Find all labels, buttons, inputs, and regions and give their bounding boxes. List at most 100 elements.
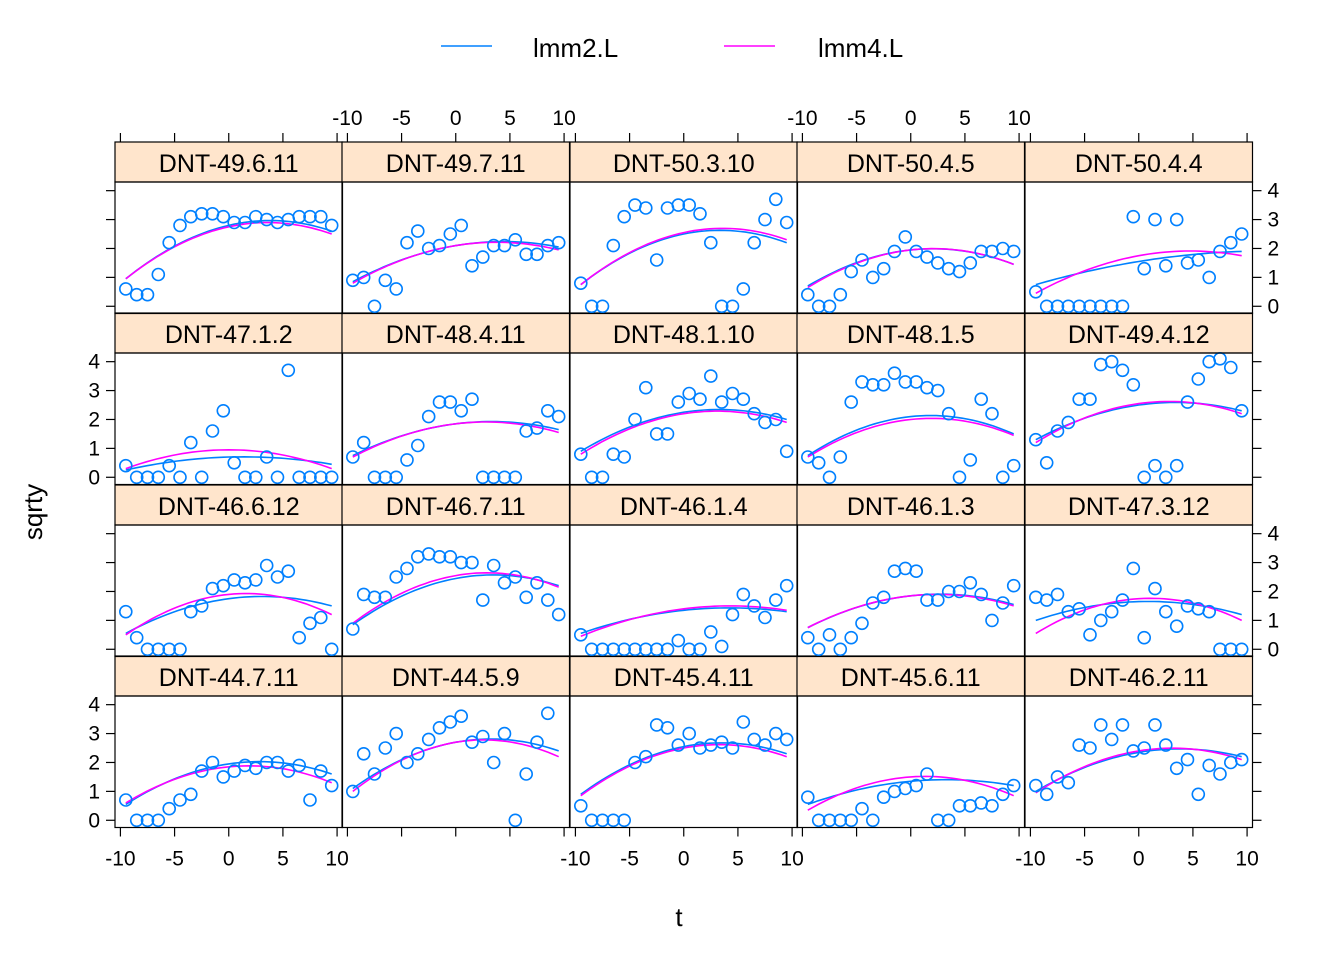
- panel-border: [796, 695, 1026, 829]
- legend-label: lmm4.L: [818, 33, 903, 63]
- data-point: [974, 244, 989, 259]
- y-tick-label: 0: [88, 466, 100, 489]
- data-point: [216, 578, 231, 593]
- data-point: [865, 596, 880, 610]
- data-point: [963, 256, 978, 270]
- data-point: [1006, 244, 1021, 259]
- fit-line-lmm2: [352, 420, 559, 457]
- data-point: [519, 247, 534, 262]
- fit-line-lmm2: [580, 742, 787, 795]
- fit-line-lmm4: [807, 775, 1015, 811]
- data-point: [389, 470, 404, 485]
- data-point: [1202, 270, 1216, 285]
- data-point: [595, 642, 610, 657]
- data-point: [259, 450, 274, 464]
- data-point: [216, 209, 231, 224]
- y-tick-label: 0: [1268, 295, 1280, 318]
- panel: DNT-44.5.9: [341, 655, 571, 829]
- data-point: [985, 798, 999, 813]
- y-tick-label: 4: [1268, 180, 1280, 203]
- data-point: [151, 267, 166, 282]
- data-point: [725, 741, 740, 755]
- data-point: [660, 642, 675, 657]
- data-point: [617, 209, 632, 224]
- data-point: [693, 392, 707, 407]
- x-tick-label: -10: [560, 848, 590, 871]
- data-point: [292, 758, 307, 773]
- data-point: [876, 261, 891, 276]
- fit-line-lmm2: [352, 574, 559, 626]
- panel-title: DNT-46.7.11: [386, 493, 526, 521]
- data-point: [389, 726, 404, 741]
- data-point: [844, 264, 859, 279]
- panel-title: DNT-46.6.12: [158, 493, 300, 521]
- data-point: [779, 215, 794, 230]
- panel-border: [341, 352, 571, 486]
- data-point: [205, 424, 220, 438]
- data-point: [508, 570, 523, 584]
- data-point: [985, 613, 999, 628]
- x-tick-label: -10: [787, 107, 817, 130]
- data-point: [595, 813, 610, 828]
- data-point: [356, 746, 371, 761]
- y-tick-label: 3: [1268, 552, 1280, 575]
- data-point: [1234, 752, 1249, 767]
- x-tick-label: 5: [732, 848, 744, 871]
- data-point: [811, 813, 826, 828]
- data-point: [1061, 299, 1076, 314]
- data-point: [249, 573, 263, 587]
- data-point: [367, 299, 382, 314]
- data-point: [410, 224, 425, 238]
- panel-title: DNT-46.1.3: [847, 493, 975, 521]
- data-point: [1159, 470, 1173, 485]
- data-point: [162, 458, 176, 473]
- data-point: [227, 215, 241, 230]
- data-point: [617, 813, 632, 828]
- x-tick-label: 10: [780, 848, 803, 871]
- data-point: [1050, 587, 1065, 602]
- data-point: [1104, 299, 1119, 314]
- data-point: [703, 369, 718, 383]
- data-point: [400, 235, 414, 250]
- data-point: [898, 375, 913, 389]
- data-point: [1039, 455, 1054, 470]
- data-point: [606, 813, 621, 828]
- data-point: [140, 287, 155, 302]
- panel: DNT-50.4.4: [1024, 141, 1254, 315]
- panel-border: [1024, 181, 1254, 315]
- data-point: [227, 455, 241, 470]
- data-point: [671, 633, 686, 648]
- data-point: [1029, 284, 1043, 299]
- data-point: [1224, 755, 1238, 770]
- panel-strip: [114, 655, 344, 697]
- data-point: [194, 470, 209, 485]
- data-point: [606, 642, 621, 657]
- data-point: [1169, 619, 1184, 634]
- data-point: [345, 622, 360, 636]
- panel: DNT-48.1.5: [796, 312, 1026, 486]
- data-point: [421, 732, 436, 747]
- data-point: [454, 709, 469, 724]
- data-point: [1224, 642, 1238, 657]
- panel-title: DNT-46.2.11: [1069, 664, 1209, 692]
- data-point: [1050, 770, 1065, 784]
- data-point: [140, 470, 155, 485]
- data-point: [303, 209, 317, 224]
- panel-border: [1024, 352, 1254, 486]
- panel: DNT-46.2.11: [1024, 655, 1254, 829]
- data-point: [833, 450, 848, 464]
- fit-line-lmm4: [807, 417, 1014, 458]
- data-point: [400, 453, 414, 467]
- data-point: [184, 787, 198, 802]
- legend-entry: lmm4.L: [724, 33, 903, 63]
- fit-line-lmm4: [352, 739, 560, 793]
- data-point: [736, 715, 751, 729]
- data-point: [1137, 470, 1151, 485]
- data-point: [1083, 741, 1097, 755]
- fit-line-lmm4: [125, 448, 332, 470]
- data-point: [638, 749, 653, 764]
- fit-line-lmm4: [580, 227, 787, 286]
- panel-border: [1024, 524, 1254, 658]
- data-point: [119, 458, 133, 473]
- data-point: [378, 741, 393, 755]
